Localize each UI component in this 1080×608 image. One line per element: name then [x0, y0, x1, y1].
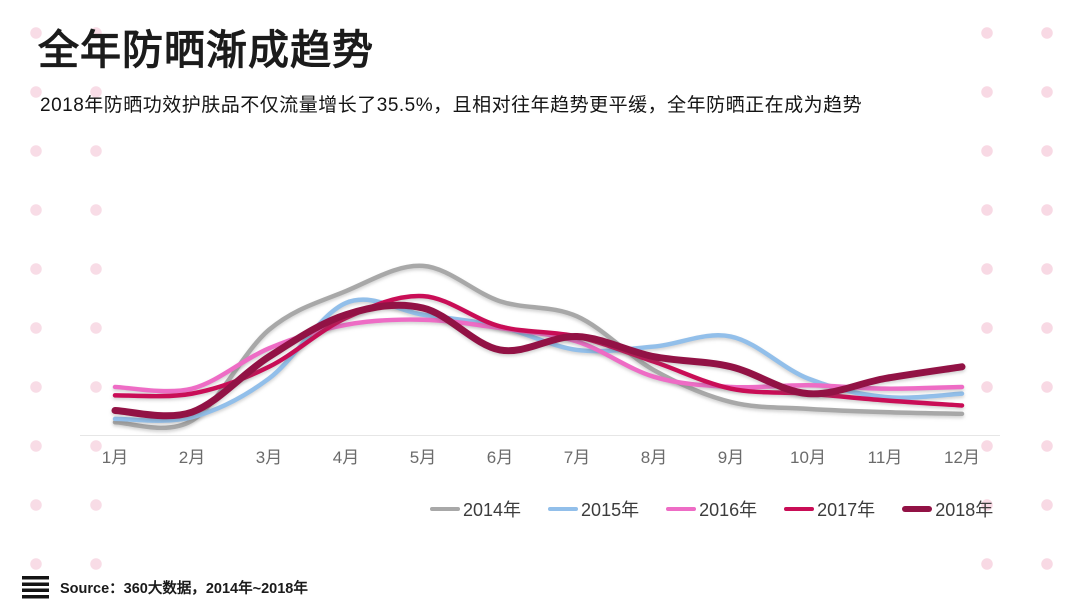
page-subtitle: 2018年防晒功效护肤品不仅流量增长了35.5%，且相对往年趋势更平缓，全年防晒…	[40, 95, 863, 116]
legend-swatch-2014年	[430, 506, 460, 512]
x-axis-label-8: 8月	[640, 448, 668, 467]
legend-label-2015年: 2015年	[581, 500, 640, 520]
legend-item-2016年: 2016年	[666, 496, 757, 522]
x-axis-label-4: 4月	[332, 448, 360, 467]
page-title: 全年防晒渐成趋势	[38, 27, 374, 73]
chart-legend: 2014年 2015年 2016年 2017年 2018年	[430, 496, 993, 522]
series-line-2018年	[111, 301, 966, 420]
x-axis-labels: 1月 2月 3月 4月 5月 6月 7月 8月 9月 10月 11月 12月	[80, 443, 1000, 467]
legend-swatch-2016年	[666, 506, 697, 512]
x-axis-label-3: 3月	[255, 448, 283, 467]
legend-item-2015年: 2015年	[548, 496, 639, 522]
legend-item-2017年: 2017年	[784, 496, 875, 522]
legend-label-2017年: 2017年	[817, 500, 876, 520]
legend-item-2014年: 2014年	[430, 496, 521, 522]
series-line-2014年	[112, 263, 965, 430]
x-axis-label-6: 6月	[486, 448, 514, 467]
x-axis-label-2: 2月	[178, 448, 206, 467]
source-line: Source：360大数据，2014年~2018年	[22, 576, 308, 599]
x-axis-label-11: 11月	[867, 448, 903, 467]
x-axis-label-5: 5月	[409, 448, 437, 467]
source-text: Source：360大数据，2014年~2018年	[60, 581, 308, 597]
legend-swatch-2017年	[784, 506, 815, 512]
legend-label-2018年: 2018年	[935, 500, 994, 520]
legend-label-2014年: 2014年	[463, 500, 522, 520]
line-chart	[80, 248, 1000, 436]
legend-label-2016年: 2016年	[699, 500, 758, 520]
legend-item-2018年: 2018年	[902, 496, 993, 522]
legend-swatch-2015年	[548, 506, 579, 512]
legend-swatch-2018年	[902, 506, 933, 512]
list-icon	[22, 576, 49, 599]
x-axis-label-9: 9月	[717, 448, 745, 467]
x-axis-label-12: 12月	[944, 448, 980, 467]
x-axis-label-1: 1月	[101, 448, 129, 467]
chart-canvas	[111, 263, 966, 430]
x-axis-label-10: 10月	[790, 448, 826, 467]
x-axis-label-7: 7月	[563, 448, 591, 467]
series-line-2015年	[112, 297, 965, 423]
